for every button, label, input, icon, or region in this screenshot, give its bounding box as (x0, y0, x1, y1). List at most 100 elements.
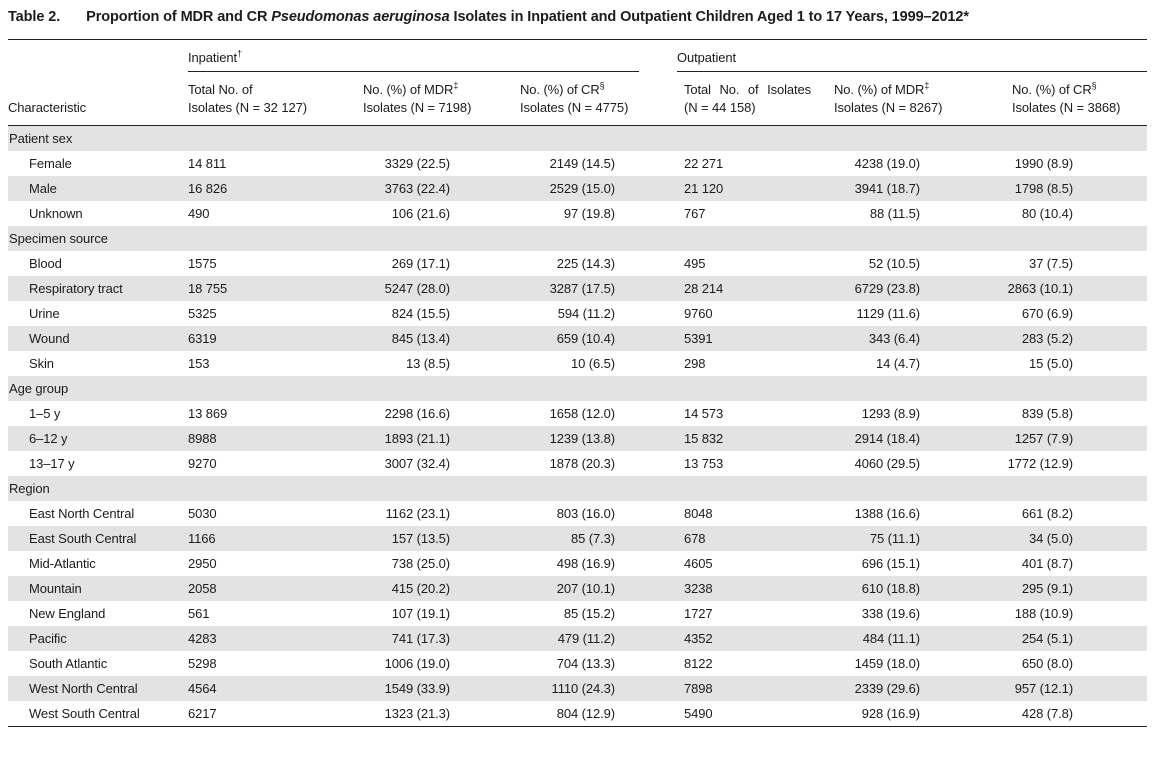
cell: 5325 (188, 305, 217, 321)
cell: 80 (10.4) (1021, 205, 1074, 221)
table-row: South Atlantic 5298 1006 (19.0) 704 (13.3) 8… (8, 651, 1147, 676)
header-line2: Isolates (N = 4775) (520, 100, 629, 116)
cell: 13 753 (684, 455, 724, 471)
table-row: Pacific 4283 741 (17.3) 479 (11.2) 4352 484 (… (8, 625, 1148, 651)
cell: 343 (6.4) (827, 325, 1006, 351)
table-row: New England 561 107 (19.1) 85 (15.2) 1727 338… (8, 601, 1147, 626)
group-header-row: Inpatient† Outpatient (8, 40, 1148, 72)
cell: 6729 (23.8) (827, 275, 1006, 301)
row-label: South Atlantic (29, 655, 108, 671)
cell: 401 (8.7) (1021, 555, 1074, 571)
cell: 106 (21.6) (391, 205, 450, 221)
header-line1: No. (%) of MDR‡ (834, 80, 930, 97)
cell: 13 (8.5) (405, 355, 450, 371)
cell: 803 (16.0) (556, 505, 616, 521)
cell: 22 271 (684, 155, 724, 171)
row-label: Urine (29, 305, 60, 321)
cell: 1257 (7.9) (1005, 425, 1148, 451)
cell: 34 (5.0) (1005, 525, 1148, 551)
cell: 9760 (684, 305, 713, 321)
cell: 845 (13.4) (363, 325, 520, 351)
cell: 254 (5.1) (1005, 625, 1148, 651)
cell: 1798 (8.5) (1005, 175, 1148, 201)
cell: 3763 (22.4) (363, 175, 520, 201)
cell: 678 (677, 525, 828, 551)
table-row: Mountain 2058 415 (20.2) 207 (10.1) 3238 610 … (8, 575, 1148, 601)
cell: 484 (11.1) (827, 625, 1006, 651)
table-caption-species: Pseudomonas aeruginosa (271, 9, 450, 25)
cell: 85 (7.3) (520, 525, 678, 551)
section-row: Region (8, 475, 1148, 501)
cell: 490 (188, 205, 210, 221)
cell: 957 (12.1) (1005, 675, 1148, 701)
row-label: East South Central (8, 525, 188, 551)
cell: 21 120 (677, 175, 828, 201)
group-label-outpatient: Outpatient (677, 50, 1148, 72)
cell: 1772 (12.9) (1007, 455, 1074, 471)
cell: 741 (17.3) (363, 625, 520, 651)
cell: 610 (18.8) (827, 575, 1006, 601)
cell: 804 (12.9) (520, 700, 678, 727)
group-header-outpatient-cell: Outpatient (677, 40, 1148, 72)
cell: 1239 (13.8) (520, 425, 678, 451)
cell: 2058 (188, 575, 363, 601)
table-header: Inpatient† Outpatient Characteristic Tot… (8, 40, 1148, 126)
cell: 269 (17.1) (391, 255, 450, 271)
table-caption-part2: Isolates in Inpatient and Outpatient Chi… (449, 9, 969, 25)
cell: 1990 (8.9) (1014, 155, 1074, 171)
section-row: Patient sex (8, 125, 1148, 151)
cell: 1549 (33.9) (363, 675, 520, 701)
table-row: Blood 1575 269 (17.1) 225 (14.3) 495 52 (10.5… (8, 251, 1147, 276)
row-label: Pacific (8, 625, 188, 651)
table-row: 1–5 y 13 869 2298 (16.6) 1658 (12.0) 14 573 1… (8, 401, 1147, 426)
row-label: Wound (8, 325, 188, 351)
header-line1: No. (%) of MDR‡ (363, 80, 459, 97)
cell: 207 (10.1) (520, 575, 678, 601)
cell: 928 (16.9) (827, 700, 1006, 727)
table-body: Patient sex Female 14 811 3329 (22.5) 2149 (… (8, 125, 1148, 727)
cell: 37 (7.5) (1029, 255, 1074, 271)
col-header-outpatient-cr: No. (%) of CR§ Isolates (N = 3868) (1005, 72, 1148, 126)
cell: 3238 (677, 575, 828, 601)
cell: 1388 (16.6) (854, 505, 921, 521)
row-label: Blood (29, 255, 62, 271)
cell: 107 (19.1) (391, 605, 450, 621)
inpatient-label: Inpatient (188, 50, 237, 65)
cell: 2149 (14.5) (549, 155, 616, 171)
cell: 8988 (188, 425, 363, 451)
header-line2: (N = 44 158) (684, 100, 756, 116)
table-number: Table 2. (8, 9, 61, 25)
cell: 8048 (684, 505, 713, 521)
cell: 225 (14.3) (556, 255, 616, 271)
group-header-inpatient-cell: Inpatient† (188, 40, 677, 72)
cell: 14 (4.7) (876, 355, 921, 371)
cell: 97 (19.8) (563, 205, 616, 221)
cell: 28 214 (677, 275, 828, 301)
cell: 153 (188, 355, 210, 371)
cell: 428 (7.8) (1005, 700, 1148, 727)
cell: 52 (10.5) (868, 255, 921, 271)
cell: 2339 (29.6) (827, 675, 1006, 701)
cell: 1878 (20.3) (549, 455, 616, 471)
table-row: Skin 153 13 (8.5) 10 (6.5) 298 14 (4.7) 15 (5.… (8, 351, 1147, 376)
table-row: Wound 6319 845 (13.4) 659 (10.4) 5391 343 (6.… (8, 325, 1148, 351)
section-label: Region (8, 475, 1148, 501)
cell: 1323 (21.3) (363, 700, 520, 727)
row-label: 6–12 y (8, 425, 188, 451)
col-header-outpatient-mdr: No. (%) of MDR‡ Isolates (N = 8267) (827, 72, 1006, 126)
row-label: East North Central (29, 505, 135, 521)
table-row: Male 16 826 3763 (22.4) 2529 (15.0) 21 120 39… (8, 175, 1148, 201)
cell: 2950 (188, 555, 217, 571)
cell: 4352 (677, 625, 828, 651)
cell: 1293 (8.9) (861, 405, 921, 421)
section-row: Age group (8, 375, 1148, 401)
cell: 8122 (684, 655, 713, 671)
cell: 157 (13.5) (363, 525, 520, 551)
column-header-row: Characteristic Total No. of Isolates (N … (8, 72, 1148, 126)
cell: 1006 (19.0) (384, 655, 451, 671)
row-label: Mid-Atlantic (29, 555, 96, 571)
cell: 5247 (28.0) (363, 275, 520, 301)
cell: 188 (10.9) (1014, 605, 1074, 621)
cell: 1893 (21.1) (363, 425, 520, 451)
cell: 498 (16.9) (556, 555, 616, 571)
